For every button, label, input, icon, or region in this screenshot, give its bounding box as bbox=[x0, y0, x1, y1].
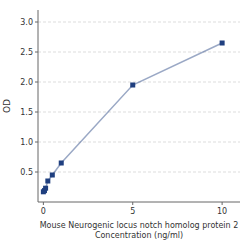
x-axis-label: Mouse Neurogenic locus notch homolog pro… bbox=[40, 221, 239, 240]
marker bbox=[220, 41, 225, 46]
x-tick-label: 0 bbox=[41, 207, 46, 216]
grid-line bbox=[38, 172, 240, 173]
grid-line bbox=[38, 112, 240, 113]
y-axis-label: OD bbox=[2, 99, 12, 113]
y-axis-line bbox=[38, 10, 39, 202]
plot-area bbox=[41, 41, 225, 195]
marker bbox=[59, 161, 64, 166]
marker bbox=[50, 173, 55, 178]
marker bbox=[43, 186, 48, 191]
x-axis-label-line: Concentration (ng/ml) bbox=[95, 231, 183, 240]
line bbox=[43, 43, 222, 192]
marker bbox=[45, 179, 50, 184]
axes: 0.5 1.0 1.5 2.0 2.5 3.0 0 5 10 bbox=[20, 10, 240, 216]
grid-line bbox=[38, 142, 240, 143]
y-tick-label: 0.5 bbox=[20, 168, 33, 177]
chart: 0.5 1.0 1.5 2.0 2.5 3.0 0 5 10 Mouse Neurogenic l… bbox=[0, 0, 250, 250]
y-tick-label: 2.0 bbox=[20, 78, 33, 87]
grid-line bbox=[38, 52, 240, 53]
x-axis-label-line: Mouse Neurogenic locus notch homolog pro… bbox=[40, 221, 239, 230]
grid-line bbox=[38, 22, 240, 23]
y-tick-label: 1.0 bbox=[20, 138, 33, 147]
marker bbox=[130, 83, 135, 88]
y-tick-label: 3.0 bbox=[20, 18, 33, 27]
y-tick-label: 1.5 bbox=[20, 108, 33, 117]
y-tick-label: 2.5 bbox=[20, 48, 33, 57]
x-tick-label: 10 bbox=[217, 207, 227, 216]
x-axis-line bbox=[38, 202, 240, 203]
grid bbox=[38, 22, 240, 172]
x-tick-label: 5 bbox=[130, 207, 135, 216]
page: {"chart_data": {"type": "line", "x_label… bbox=[0, 0, 250, 250]
